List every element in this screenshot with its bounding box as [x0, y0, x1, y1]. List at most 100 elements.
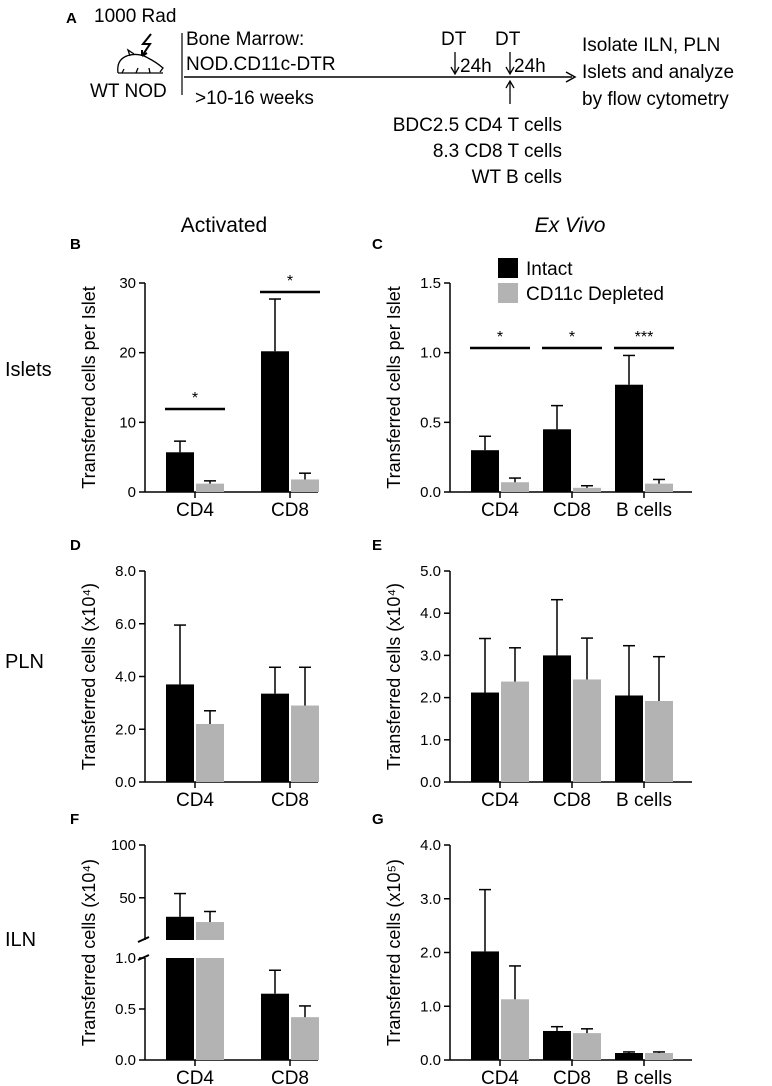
bar-intact-cd4 [471, 951, 499, 1060]
bar-intact-cd4 [166, 916, 194, 940]
x-tick-label: CD8 [553, 500, 591, 521]
panel-label-g: G [372, 811, 384, 828]
panel-label-c: C [372, 236, 383, 253]
y-axis-label: Transferred cells (x10⁴) [384, 583, 404, 770]
panel-label-f: F [70, 811, 79, 828]
y-tick-label: 8.0 [115, 563, 136, 580]
dt-arrow-icon-2 [505, 66, 515, 76]
chart-d: D Transferred cells (x10⁴) 0.0 2.0 4.0 6.0 8.0… [70, 537, 319, 811]
x-tick-label: CD8 [271, 1068, 309, 1086]
y-tick-label: 1.0 [420, 998, 441, 1015]
bar-cd11c-depleted-cd8 [573, 1033, 601, 1060]
mouse-icon [117, 48, 164, 74]
bar-intact-b-cells [615, 1053, 643, 1060]
bar-intact-cd8 [543, 429, 571, 492]
x-tick-label: B cells [616, 1068, 672, 1086]
x-tick-label: CD4 [176, 790, 214, 811]
y-tick-label: 2.0 [420, 690, 441, 707]
bar-cd11c-depleted-cd4 [501, 681, 529, 782]
y-tick-label: 30 [119, 275, 136, 292]
legend: Intact CD11c Depleted [498, 258, 664, 305]
panel-label-b: B [70, 236, 81, 253]
y-tick-label: 0.0 [115, 1052, 136, 1069]
panel-label-d: D [70, 537, 81, 554]
axis-break-mark [137, 936, 150, 943]
bar-cd11c-depleted-cd4 [501, 999, 529, 1060]
x-tick-label: CD8 [553, 1068, 591, 1086]
y-tick-label: 4.0 [420, 837, 441, 854]
lightning-icon [140, 33, 152, 57]
bar-intact-cd8 [543, 1030, 571, 1060]
legend-label-intact: Intact [526, 259, 573, 280]
y-axis-label: Transferred cells (x10⁵) [384, 859, 404, 1046]
x-tick-label: CD4 [176, 1068, 214, 1086]
y-tick-label: 1.0 [420, 345, 441, 362]
column-title-activated: Activated [181, 214, 267, 237]
y-tick-label: 0.0 [420, 1052, 441, 1069]
chart-c: C Transferred cells per Islet 0.0 0.5 1.0 1.5… [372, 236, 692, 521]
y-tick-label: 0.0 [420, 484, 441, 501]
column-title-ex-vivo: Ex Vivo [535, 214, 606, 237]
legend-swatch-depleted [498, 283, 518, 303]
bar-intact-cd8 [261, 693, 289, 782]
row-label-iln: ILN [5, 929, 36, 951]
transfer-line-2: 8.3 CD8 T cells [433, 141, 562, 162]
significance-label: * [497, 329, 503, 346]
outcome-line-2: Islets and analyze [582, 62, 734, 83]
significance-label: * [569, 329, 575, 346]
bar-intact-cd4 [166, 452, 194, 492]
y-tick-label: 20 [119, 345, 136, 362]
bar-intact-cd4 [471, 692, 499, 782]
x-tick-label: B cells [616, 790, 672, 811]
bar-intact-cd8 [261, 351, 289, 492]
bar-cd11c-depleted-cd8 [291, 479, 319, 492]
x-tick-label: CD4 [481, 790, 519, 811]
bar-cd11c-depleted-b-cells [645, 700, 673, 782]
y-tick-label: 4.0 [420, 605, 441, 622]
y-axis-label: Transferred cells (x10⁴) [79, 583, 99, 770]
bar-cd11c-depleted-cd4 [196, 922, 224, 940]
outcome-line-1: Isolate ILN, PLN [582, 35, 720, 56]
bar-cd11c-depleted-cd8 [573, 487, 601, 492]
duration-label: >10-16 weeks [195, 88, 314, 109]
bar-cd11c-depleted-cd4 [196, 723, 224, 782]
bar-cd11c-depleted-cd4 [501, 482, 529, 492]
y-tick-label: 3.0 [420, 891, 441, 908]
significance-label: *** [635, 329, 654, 346]
y-tick-label: 0.0 [115, 774, 136, 791]
y-tick-label: 0.0 [420, 774, 441, 791]
dt-label-1: DT [441, 29, 467, 50]
bar-intact-cd4-lower [166, 958, 194, 1060]
dt-arrow-icon-1 [450, 66, 460, 76]
bm-strain-label: NOD.CD11c-DTR [186, 54, 336, 75]
y-tick-label: 3.0 [420, 647, 441, 664]
legend-label-depleted: CD11c Depleted [526, 284, 664, 305]
y-tick-label: 1.0 [420, 732, 441, 749]
x-tick-label: B cells [616, 500, 672, 521]
row-label-islets: Islets [5, 359, 52, 381]
y-tick-label: 0.5 [115, 1001, 136, 1018]
y-axis-label: Transferred cells per Islet [79, 286, 99, 488]
interval-label-2: 24h [514, 56, 546, 77]
significance-label: * [287, 273, 293, 290]
panel-label-a: A [66, 10, 77, 27]
y-tick-label: 2.0 [115, 721, 136, 738]
x-tick-label: CD4 [481, 500, 519, 521]
x-tick-label: CD8 [271, 790, 309, 811]
bar-intact-b-cells [615, 384, 643, 492]
y-tick-label: 4.0 [115, 669, 136, 686]
bar-intact-cd4 [471, 450, 499, 492]
chart-b: B Transferred cells per Islet 0 10 20 30 CD4 * C… [70, 236, 320, 521]
experimental-schema: A 1000 Rad WT NOD Bone Marrow: NOD.CD11c… [66, 6, 734, 188]
transfer-arrow-icon [505, 79, 515, 89]
bar-cd11c-depleted-cd4 [196, 483, 224, 492]
legend-swatch-intact [498, 258, 518, 278]
y-axis-label: Transferred cells per Islet [384, 286, 404, 488]
y-tick-label: 6.0 [115, 616, 136, 633]
y-tick-label: 0 [128, 484, 136, 501]
bar-cd11c-depleted-cd8 [291, 1017, 319, 1060]
bar-intact-cd8 [261, 993, 289, 1060]
interval-label-1: 24h [460, 56, 492, 77]
